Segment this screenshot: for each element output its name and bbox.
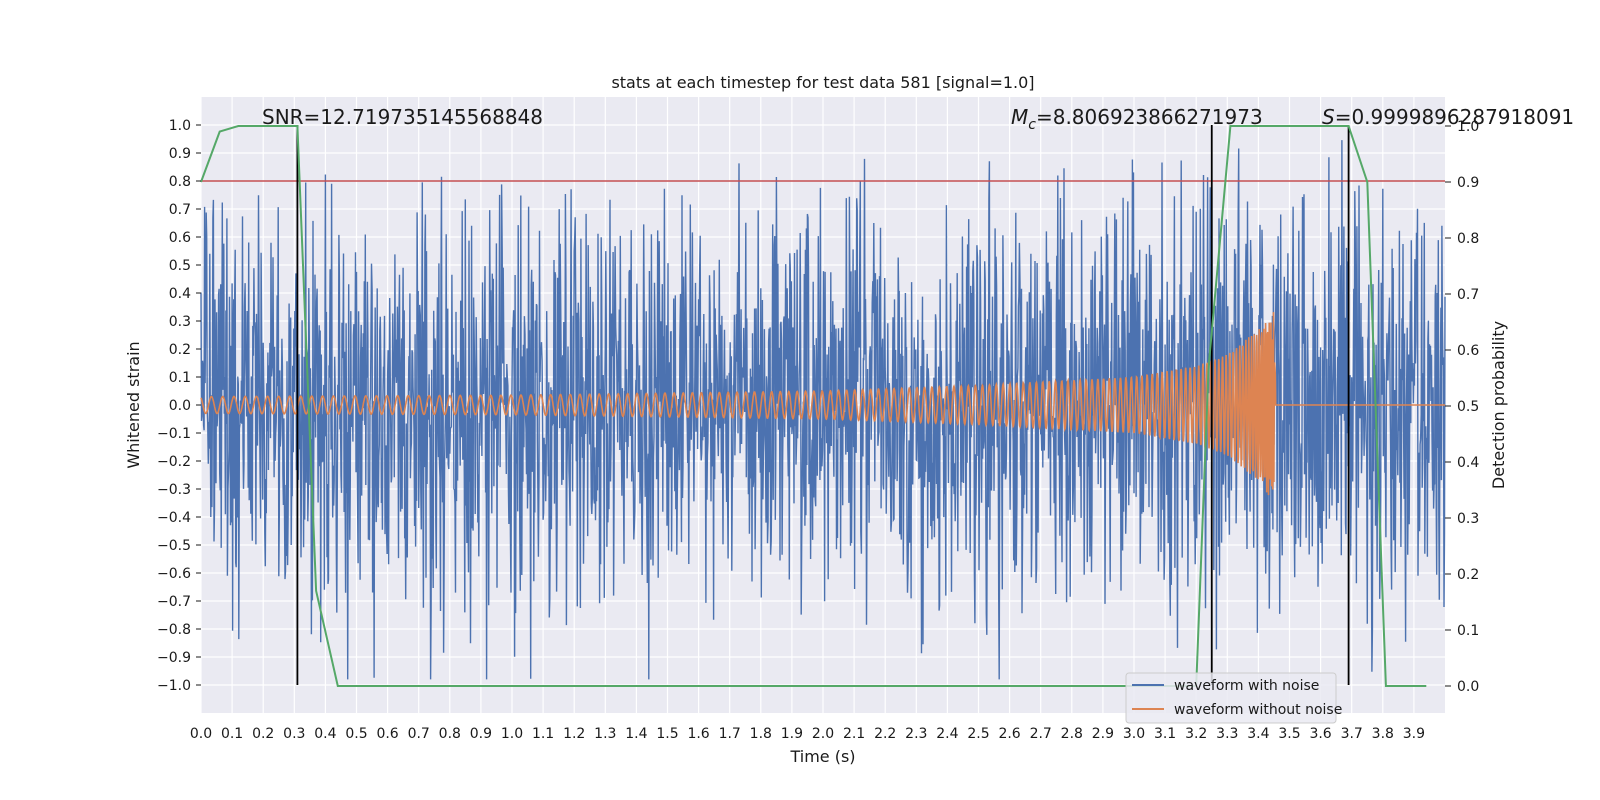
y-tick-label: 0.0 [169, 398, 191, 414]
chirp-mass-subscript: c [1028, 117, 1036, 133]
y2-tick-label: 0.8 [1457, 231, 1479, 247]
y-axis-ticks: 1.0 0.9 0.8 0.7 0.6 0.5 0.4 0.3 0.2 0.1 0.0 −0.1 −0.… [157, 118, 201, 694]
chirp-mass-symbol: M [1011, 105, 1028, 129]
y-axis-label: Whitened strain [124, 341, 143, 468]
y2-tick-label: 0.1 [1457, 623, 1479, 639]
legend: waveform with noise waveform without noi… [1125, 672, 1342, 724]
y-tick-label: −0.4 [157, 510, 191, 526]
y-tick-label: −1.0 [157, 678, 191, 694]
signal-trace [200, 312, 1445, 496]
chirp-mass-annotation: Mc=8.806923866271973 [1011, 105, 1263, 133]
y-tick-label: −0.5 [157, 538, 191, 554]
y-tick-label: 0.1 [169, 370, 191, 386]
x-tick-label: 3.4 [1247, 726, 1269, 742]
y-tick-label: 0.7 [169, 202, 191, 218]
x-axis-ticks: 0.0 0.1 0.2 0.3 0.4 0.5 0.6 0.7 0.8 0.9 1.0 1.1 1.2 1… [190, 726, 1425, 742]
y-tick-label: 0.8 [169, 174, 191, 190]
legend-box [1125, 672, 1337, 724]
legend-label-noise: waveform with noise [1174, 678, 1319, 694]
y2-tick-label: 0.2 [1457, 567, 1479, 583]
y-tick-label: 0.4 [169, 286, 191, 302]
x-tick-label: 3.6 [1309, 726, 1331, 742]
x-tick-label: 0.5 [345, 726, 367, 742]
y2-tick-label: 0.4 [1457, 455, 1479, 471]
y-tick-label: 0.3 [169, 314, 191, 330]
x-tick-label: 1.0 [501, 726, 523, 742]
y-tick-label: 1.0 [169, 118, 191, 134]
waveform-without-noise-line [200, 312, 1445, 496]
x-tick-label: 1.3 [594, 726, 616, 742]
x-tick-label: 3.3 [1216, 726, 1238, 742]
x-tick-label: 1.5 [656, 726, 678, 742]
vertical-markers [296, 125, 1350, 685]
y-tick-label: 0.2 [169, 342, 191, 358]
x-tick-label: 2.3 [905, 726, 927, 742]
score-symbol: S [1322, 105, 1335, 129]
y2-tick-label: 0.3 [1457, 511, 1479, 527]
x-tick-label: 3.1 [1154, 726, 1176, 742]
y2-tick-label: 0.0 [1457, 679, 1479, 695]
x-tick-label: 1.8 [750, 726, 772, 742]
y-tick-label: −0.9 [157, 650, 191, 666]
score-value: =0.9999896287918091 [1335, 105, 1574, 129]
x-tick-label: 2.7 [1030, 726, 1052, 742]
y-tick-label: −0.2 [157, 454, 191, 470]
y-tick-label: 0.6 [169, 230, 191, 246]
x-tick-label: 3.8 [1372, 726, 1394, 742]
legend-label-signal: waveform without noise [1174, 702, 1342, 718]
x-tick-label: 1.7 [719, 726, 741, 742]
y2-tick-label: 0.5 [1457, 399, 1479, 415]
x-tick-label: 0.4 [314, 726, 336, 742]
y2-tick-label: 0.7 [1457, 287, 1479, 303]
snr-annotation: SNR=12.719735145568848 [262, 105, 543, 129]
x-tick-label: 1.1 [532, 726, 554, 742]
x-tick-label: 0.1 [221, 726, 243, 742]
y2-tick-label: 0.9 [1457, 175, 1479, 191]
x-tick-label: 3.9 [1403, 726, 1425, 742]
x-tick-label: 2.4 [936, 726, 958, 742]
x-tick-label: 2.6 [998, 726, 1020, 742]
y2-tick-label: 0.6 [1457, 343, 1479, 359]
x-tick-label: 0.0 [190, 726, 212, 742]
x-tick-label: 0.9 [470, 726, 492, 742]
x-tick-label: 2.2 [874, 726, 896, 742]
x-tick-label: 3.7 [1341, 726, 1363, 742]
x-tick-label: 3.5 [1278, 726, 1300, 742]
x-tick-label: 3.0 [1123, 726, 1145, 742]
chirp-mass-value: =8.806923866271973 [1036, 105, 1263, 129]
y-tick-label: −0.6 [157, 566, 191, 582]
y-tick-label: −0.7 [157, 594, 191, 610]
x-tick-label: 1.9 [781, 726, 803, 742]
x-tick-label: 0.3 [283, 726, 305, 742]
x-tick-label: 1.2 [563, 726, 585, 742]
detection-probability-line [200, 125, 1427, 687]
x-tick-label: 2.9 [1092, 726, 1114, 742]
x-tick-label: 0.2 [252, 726, 274, 742]
y-tick-label: 0.5 [169, 258, 191, 274]
y-tick-label: −0.1 [157, 426, 191, 442]
y2-axis-label: Detection probability [1489, 321, 1508, 489]
x-tick-label: 2.1 [843, 726, 865, 742]
x-tick-label: 2.5 [967, 726, 989, 742]
chart-title: stats at each timestep for test data 581… [611, 73, 1034, 92]
x-tick-label: 2.8 [1061, 726, 1083, 742]
x-tick-label: 1.6 [687, 726, 709, 742]
x-tick-label: 0.8 [439, 726, 461, 742]
x-tick-label: 2.0 [812, 726, 834, 742]
y-tick-label: 0.9 [169, 146, 191, 162]
x-tick-label: 0.6 [376, 726, 398, 742]
y2-tick-label: 1.0 [1457, 119, 1479, 135]
y2-axis-ticks: 1.0 0.9 0.8 0.7 0.6 0.5 0.4 0.3 0.2 0.1 0.0 [1445, 119, 1479, 695]
x-tick-label: 1.4 [625, 726, 647, 742]
score-annotation: S=0.9999896287918091 [1322, 105, 1574, 129]
y-tick-label: −0.8 [157, 622, 191, 638]
x-axis-label: Time (s) [789, 747, 855, 766]
y-tick-label: −0.3 [157, 482, 191, 498]
x-tick-label: 3.2 [1185, 726, 1207, 742]
x-tick-label: 0.7 [408, 726, 430, 742]
